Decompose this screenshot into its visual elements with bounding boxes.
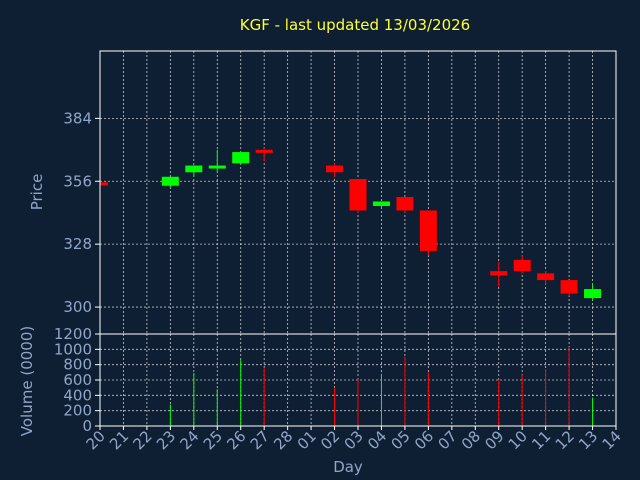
candle-body: [584, 289, 602, 299]
volume-tick-label: 600: [63, 371, 92, 389]
x-tick-label: 07: [434, 427, 460, 453]
candle-body: [232, 152, 250, 164]
volume-tick-label: 400: [63, 386, 92, 404]
candle-body: [208, 165, 226, 169]
volume-tick-label: 0: [82, 417, 92, 435]
x-tick-label: 23: [153, 427, 179, 453]
price-tick-label: 356: [63, 172, 92, 190]
x-tick-label: 27: [247, 427, 273, 453]
volume-tick-label: 200: [63, 402, 92, 420]
x-tick-label: 10: [505, 427, 531, 453]
candle-body: [349, 179, 367, 211]
candle-body: [560, 280, 578, 294]
x-tick-label: 25: [200, 427, 226, 453]
volume-axis-label: Volume (0000): [18, 326, 36, 436]
x-tick-label: 01: [294, 427, 320, 453]
candle-body: [185, 165, 203, 173]
x-tick-label: 11: [528, 427, 554, 453]
price-panel: 300 328 356 384: [63, 50, 617, 335]
candle-body: [100, 182, 108, 186]
candle-body: [490, 271, 508, 276]
x-tick-label: 06: [411, 427, 437, 453]
x-tick-label: 12: [552, 427, 578, 453]
x-tick-label: 28: [270, 427, 296, 453]
volume-tick-label: 1000: [54, 340, 92, 358]
price-tick-label: 300: [63, 298, 92, 316]
candle-body: [396, 196, 414, 211]
candle-body: [419, 210, 437, 251]
x-tick-label: 03: [341, 427, 367, 453]
x-tick-label: 13: [575, 427, 601, 453]
candle-body: [513, 259, 531, 272]
x-tick-label: 09: [481, 427, 507, 453]
x-tick-label: 04: [364, 427, 390, 453]
x-tick-label: 08: [458, 427, 484, 453]
price-tick-label: 384: [63, 109, 92, 127]
x-tick-label: 21: [106, 427, 132, 453]
x-tick-label: 02: [317, 427, 343, 453]
volume-tick-label: 1200: [54, 325, 92, 343]
x-tick-label: 22: [130, 427, 156, 453]
price-tick-label: 328: [63, 235, 92, 253]
x-tick-label: 24: [176, 427, 202, 453]
x-tick-label: 26: [223, 427, 249, 453]
candle-body: [255, 149, 273, 153]
x-axis: 2021222324252627280102030405060708091011…: [83, 426, 625, 453]
price-axis-label: Price: [28, 174, 46, 211]
candle-body: [161, 176, 179, 186]
chart-title: KGF - last updated 13/03/2026: [240, 16, 470, 34]
candle-body: [326, 165, 344, 173]
x-axis-label: Day: [333, 458, 363, 476]
candle-body: [537, 273, 555, 281]
volume-tick-label: 800: [63, 356, 92, 374]
x-tick-label: 05: [388, 427, 414, 453]
x-tick-label: 14: [599, 427, 625, 453]
candle-body: [372, 201, 390, 206]
